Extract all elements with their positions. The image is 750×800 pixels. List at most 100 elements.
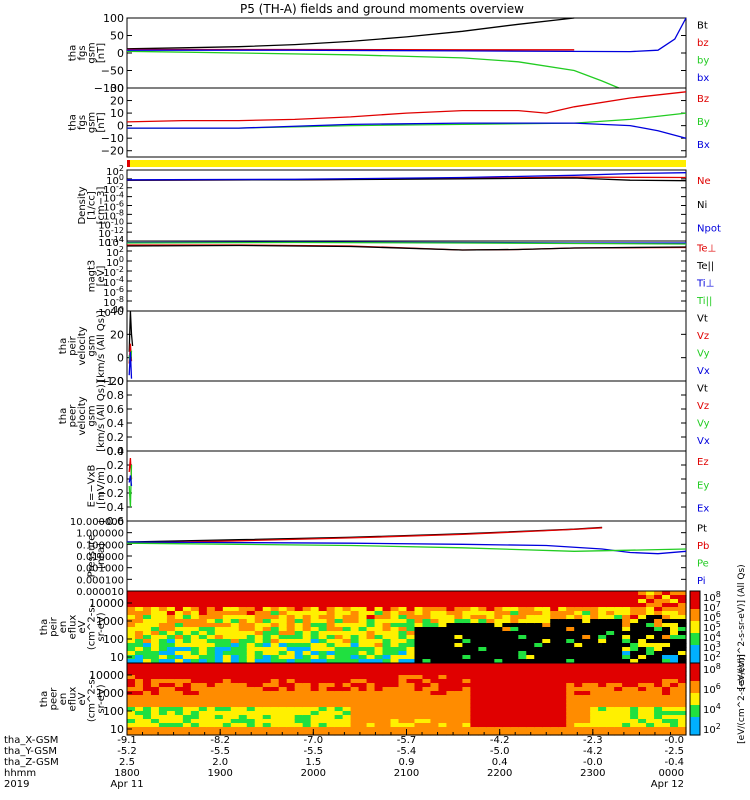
spectrogram-cell (406, 691, 416, 696)
spectrogram-cell (366, 631, 376, 636)
spectrogram-cell (454, 699, 463, 704)
spectrogram-cell (422, 687, 432, 692)
spectrogram-cell (366, 655, 376, 660)
spectrogram-cell (350, 631, 360, 636)
spectrogram-cell (438, 667, 448, 672)
spectrogram-cell (662, 659, 671, 664)
spectrogram-cell (182, 647, 192, 652)
spectrogram-cell (630, 695, 639, 700)
spectrogram-cell (350, 615, 360, 620)
spectrogram-cell (422, 651, 432, 656)
legend-entry: bx (697, 73, 709, 84)
spectrogram-cell (494, 687, 503, 692)
xtick-label: -5.5 (304, 746, 324, 757)
spectrogram-cell (127, 675, 136, 680)
spectrogram-cell (430, 667, 440, 672)
spectrogram-cell (510, 599, 519, 604)
spectrogram-cell (246, 691, 256, 696)
spectrogram-cell (318, 671, 328, 676)
spectrogram-cell (614, 603, 623, 608)
spectrogram-cell (127, 611, 136, 616)
spectrogram-cell (646, 591, 655, 596)
spectrogram-cell (334, 623, 344, 628)
spectrogram-cell (422, 719, 432, 724)
spectrogram-cell (654, 727, 663, 732)
spectrogram-cell (350, 703, 360, 708)
legend-entry: Vx (697, 436, 710, 447)
spectrogram-cell (142, 663, 152, 668)
spectrogram-cell (286, 643, 296, 648)
spectrogram-cell (374, 691, 384, 696)
spectrogram-cell (430, 643, 440, 648)
spectrogram-cell (342, 607, 352, 612)
series-line-Npot (126, 172, 687, 181)
spectrogram-cell (670, 667, 679, 672)
spectrogram-cell (382, 671, 392, 676)
spectrogram-cell (510, 611, 519, 616)
spectrogram-cell (158, 711, 168, 716)
spectrogram-cell (310, 703, 320, 708)
spectrogram-cell (558, 675, 567, 680)
spectrogram-cell (382, 651, 392, 656)
legend-entry: Ez (697, 457, 709, 468)
colorbar-cell (690, 663, 700, 670)
spectrogram-cell (654, 695, 663, 700)
spectrogram-cell (614, 591, 623, 596)
spectrogram-cell (518, 723, 527, 728)
spectrogram-cell (142, 691, 152, 696)
spectrogram-cell (438, 731, 448, 736)
spectrogram-cell (534, 591, 543, 596)
spectrogram-cell (198, 599, 208, 604)
spectrogram-cell (142, 595, 152, 600)
spectrogram-cell (398, 635, 408, 640)
spectrogram-cell (454, 643, 463, 648)
spectrogram-cell (374, 643, 384, 648)
spectrogram-cell (614, 635, 623, 640)
spectrogram-cell (310, 707, 320, 712)
spectrogram-cell (214, 715, 224, 720)
spectrogram-cell (606, 631, 615, 636)
spectrogram-cell (462, 683, 471, 688)
spectrogram-cell (558, 603, 567, 608)
spectrogram-cell (150, 703, 160, 708)
spectrogram-cell (494, 607, 503, 612)
spectrogram-cell (502, 683, 511, 688)
spectrogram-cell (214, 643, 224, 648)
spectrogram-cell (134, 683, 144, 688)
spectrogram-cell (630, 687, 639, 692)
spectrogram-cell (334, 719, 344, 724)
spectrogram-cell (254, 663, 264, 668)
ylabel-line: eV (77, 620, 88, 633)
spectrogram-cell (134, 611, 144, 616)
spectrogram-cell (574, 611, 583, 616)
spectrogram-cell (366, 595, 376, 600)
spectrogram-cell (158, 659, 168, 664)
spectrogram-cell (358, 651, 368, 656)
ytick-label: 10-6 (103, 285, 124, 299)
xtick-label: 2000 (301, 768, 326, 779)
spectrogram-cell (366, 691, 376, 696)
spectrogram-cell (470, 647, 479, 652)
spectrogram-cell (574, 727, 583, 732)
spectrogram-cell (158, 695, 168, 700)
spectrogram-cell (646, 699, 655, 704)
spectrogram-cell (446, 687, 456, 692)
spectrogram-cell (614, 595, 623, 600)
spectrogram-cell (294, 635, 304, 640)
spectrogram-cell (646, 659, 655, 664)
spectrogram-cell (158, 615, 168, 620)
spectrogram-cell (414, 663, 424, 668)
spectrogram-cell (174, 691, 184, 696)
spectrogram-cell (406, 619, 416, 624)
spectrogram-cell (206, 599, 216, 604)
spectrogram-cell (390, 619, 400, 624)
spectrogram-cell (574, 643, 583, 648)
spectrogram-cell (502, 623, 511, 628)
spectrogram-cell (302, 703, 312, 708)
xtick-label: Apr 11 (110, 779, 143, 790)
spectrogram-cell (566, 683, 575, 688)
spectrogram-cell (422, 667, 432, 672)
spectrogram-cell (174, 627, 184, 632)
spectrogram-cell (127, 679, 136, 684)
spectrogram-cell (654, 647, 663, 652)
